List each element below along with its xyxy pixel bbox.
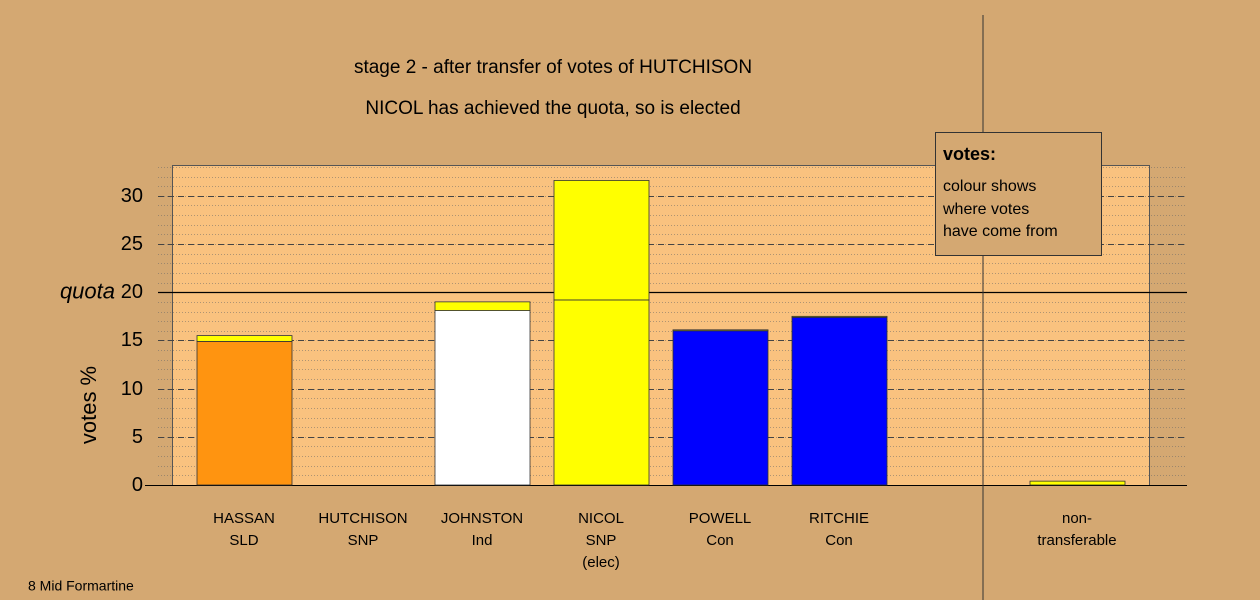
bar-segment (791, 316, 888, 486)
bar-segment (791, 315, 888, 318)
x-tick-label: SNP (586, 532, 617, 549)
bar-segment (434, 301, 531, 311)
legend-title: votes: (943, 144, 996, 164)
bar-segment (196, 340, 293, 486)
x-tick-label: SLD (229, 532, 258, 549)
y-tick-label: 20 (121, 281, 143, 303)
y-tick-label: 0 (132, 474, 143, 496)
bar-segment (672, 330, 769, 486)
bar-segment (434, 310, 531, 486)
bar-segment (196, 335, 293, 342)
x-tick-label: transferable (1037, 532, 1116, 549)
x-tick-label: JOHNSTON (441, 510, 523, 527)
y-tick-label: 30 (121, 185, 143, 207)
bar-segment (553, 180, 650, 301)
quota-label: quota (60, 278, 115, 303)
x-tick-label: (elec) (582, 554, 620, 571)
legend-frame (935, 132, 1102, 256)
chart-subtitle: NICOL has achieved the quota, so is elec… (365, 98, 740, 119)
x-tick-label: Con (825, 532, 853, 549)
x-tick-label: Ind (472, 532, 493, 549)
legend-text: where votes (942, 201, 1029, 218)
bar-segment (672, 329, 769, 332)
x-tick-label: HASSAN (213, 510, 275, 527)
x-tick-label: HUTCHISON (318, 510, 407, 527)
x-tick-label: RITCHIE (809, 510, 869, 527)
legend-text: colour shows (943, 178, 1036, 195)
legend-box: votes: colour shows where votes have com… (935, 132, 1102, 256)
bar-segment (553, 299, 650, 486)
x-tick-label: Con (706, 532, 734, 549)
y-axis-label: votes % (76, 366, 101, 444)
y-tick-label: 15 (121, 329, 143, 351)
x-tick-label: POWELL (689, 510, 752, 527)
chart-title: stage 2 - after transfer of votes of HUT… (354, 57, 752, 78)
y-tick-label: 25 (121, 233, 143, 255)
x-tick-label: NICOL (578, 510, 624, 527)
bars (196, 180, 1126, 486)
x-tick-label: SNP (348, 532, 379, 549)
legend-text: have come from (943, 223, 1058, 240)
grid: 0 5 10 15 20 25 30 quota (60, 167, 1187, 496)
bar-segment (1029, 480, 1126, 486)
y-tick-label: 5 (132, 426, 143, 448)
x-tick-label: non- (1062, 510, 1092, 527)
footer: 8 Mid Formartine (28, 578, 134, 594)
y-tick-label: 10 (121, 378, 143, 400)
